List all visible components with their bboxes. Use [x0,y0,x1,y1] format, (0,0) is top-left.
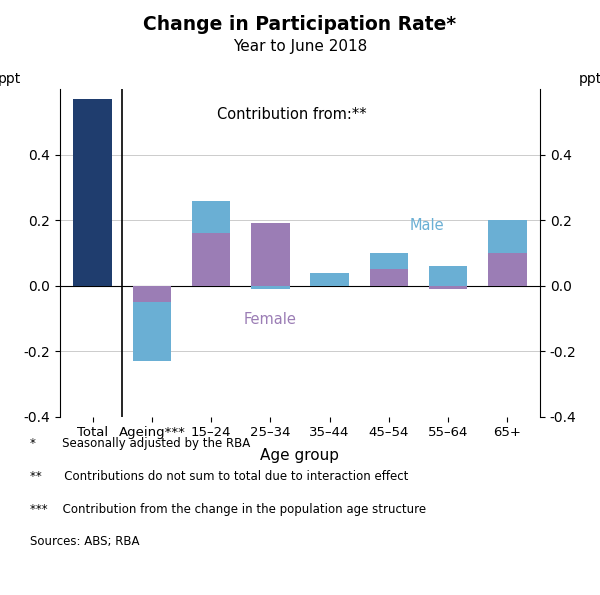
Bar [429,286,467,289]
Text: Male: Male [410,218,444,233]
Bar [310,273,349,286]
Bar [192,201,230,233]
Text: *       Seasonally adjusted by the RBA: * Seasonally adjusted by the RBA [30,437,250,450]
Text: **      Contributions do not sum to total due to interaction effect: ** Contributions do not sum to total due… [30,470,409,483]
Bar [251,286,290,289]
Bar [192,233,230,286]
Text: Change in Participation Rate*: Change in Participation Rate* [143,15,457,34]
Bar [370,269,408,286]
Text: Sources: ABS; RBA: Sources: ABS; RBA [30,536,139,549]
Bar [133,286,171,302]
Bar [488,220,527,253]
Bar [73,99,112,286]
Bar [370,253,408,269]
X-axis label: Age group: Age group [260,447,340,462]
Text: ppt: ppt [0,72,21,86]
Text: Female: Female [244,312,296,327]
Bar [429,266,467,286]
Bar [488,253,527,286]
Text: ***    Contribution from the change in the population age structure: *** Contribution from the change in the … [30,503,426,516]
Bar [133,302,171,361]
Text: Contribution from:**: Contribution from:** [217,107,367,122]
Bar [251,223,290,286]
Text: ppt: ppt [579,72,600,86]
Text: Year to June 2018: Year to June 2018 [233,39,367,54]
